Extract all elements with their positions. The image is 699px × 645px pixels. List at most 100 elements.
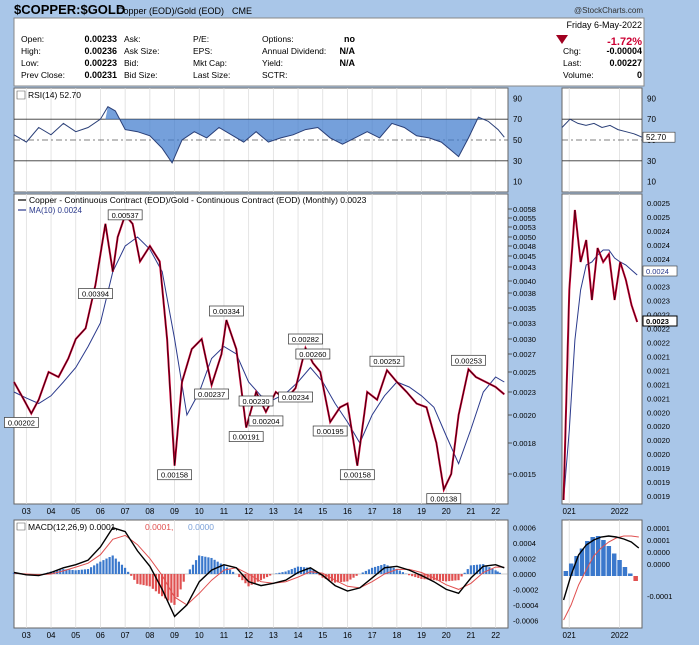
macd-histogram-bar: [136, 574, 139, 584]
x-tick-label: 05: [71, 507, 80, 516]
macd-tick-label: -0.0004: [513, 601, 538, 610]
macd-histogram-bar: [161, 574, 164, 597]
x-tick-label: 16: [343, 631, 352, 640]
side-price-tick: 0.0020: [647, 450, 670, 459]
side-macd-bar: [590, 537, 595, 576]
side-price-tick: 0.0022: [647, 339, 670, 348]
side-rsi-panel: [561, 87, 643, 193]
price-tick-label: 0.0058: [513, 205, 536, 214]
macd-histogram-bar: [389, 566, 392, 574]
macd-tick-label: -0.0002: [513, 585, 538, 594]
price-annotation-box: [295, 348, 331, 360]
macd-histogram-bar: [364, 570, 367, 574]
macd-histogram-bar: [401, 572, 405, 574]
quote-label: Chg:: [563, 46, 581, 56]
macd-histogram-bar: [173, 574, 176, 605]
side-price-tick: 0.0019: [647, 478, 670, 487]
macd-histogram-bar: [219, 563, 222, 574]
x-tick-label: 22: [491, 507, 500, 516]
quote-label: Bid Size:: [124, 70, 158, 80]
price-annotation: 0.00191: [233, 433, 260, 442]
quote-value: N/A: [340, 58, 356, 68]
macd-histogram-bar: [127, 571, 130, 574]
side-ma-last: 0.0024: [646, 267, 669, 276]
side-macd-line: [562, 535, 640, 601]
price-annotation-box: [228, 431, 264, 442]
macd-histogram-bar: [111, 555, 114, 574]
quote-label: Last:: [563, 58, 581, 68]
price-annotation: 0.00334: [213, 307, 240, 316]
quote-value: 0.00236: [84, 46, 117, 56]
price-annotation-box: [209, 305, 244, 317]
x-tick-label: 19: [417, 631, 426, 640]
macd-histogram-bar: [99, 561, 102, 574]
macd-histogram-bar: [12, 572, 15, 574]
x-tick-label: 06: [96, 507, 105, 516]
macd-histogram-bar: [176, 574, 179, 598]
x-tick-label: 06: [96, 631, 105, 640]
side-macd-bar: [574, 556, 579, 576]
price-tick-label: 0.0027: [513, 350, 536, 359]
price-tick-label: 0.0030: [513, 335, 536, 344]
macd-line: [13, 526, 505, 618]
macd-histogram-bar: [411, 574, 414, 577]
macd-legend-icon: [16, 522, 26, 531]
side-x-tick: 2022: [611, 507, 629, 516]
macd-histogram-bar: [361, 572, 364, 574]
macd-histogram-bar: [204, 556, 207, 574]
x-tick-label: 05: [71, 631, 80, 640]
macd-histogram-bar: [475, 564, 479, 574]
macd-histogram-bar: [426, 574, 429, 580]
macd-histogram-bar: [62, 569, 65, 574]
macd-histogram-bar: [198, 555, 201, 574]
side-price-tick: 0.0022: [647, 325, 670, 334]
macd-histogram-bar: [207, 557, 210, 574]
macd-histogram-bar: [309, 567, 312, 574]
quote-label: Volume:: [563, 70, 594, 80]
side-price-tick: 0.0021: [647, 394, 670, 403]
macd-histogram-bar: [83, 569, 87, 574]
rsi-overbought-fill: [105, 106, 484, 163]
macd-histogram-bar: [367, 569, 371, 574]
macd-histogram-bar: [188, 569, 191, 574]
quote-value: 0.00231: [84, 70, 117, 80]
x-tick-label: 12: [244, 507, 253, 516]
side-macd-bar: [611, 553, 617, 576]
macd-tick-label: 0.0002: [513, 555, 536, 564]
macd-histogram-bar: [408, 574, 411, 576]
macd-histogram-bar: [139, 574, 142, 585]
price-tick-label: 0.0023: [513, 388, 536, 397]
price-annotation: 0.00252: [373, 357, 400, 366]
price-tick-label: 0.0035: [513, 304, 536, 313]
rsi-line: [13, 106, 505, 164]
x-tick-label: 14: [294, 507, 303, 516]
side-rsi-tick: 10: [647, 178, 656, 187]
macd-histogram-bar: [414, 574, 417, 578]
x-tick-label: 22: [491, 631, 500, 640]
macd-histogram-bar: [250, 574, 253, 585]
macd-histogram-bar: [454, 574, 457, 581]
change-pct: -1.72%: [607, 36, 642, 48]
macd-histogram-bar: [494, 570, 497, 574]
side-price-tick: 0.0023: [647, 297, 670, 306]
price-line-bars: [13, 214, 505, 491]
macd-histogram-bar: [68, 569, 71, 574]
macd-histogram-bar: [108, 557, 111, 574]
macd-histogram-bar: [154, 574, 158, 592]
macd-histogram-bar: [290, 569, 293, 574]
side-x-tick: 021: [563, 631, 577, 640]
quote-label: EPS:: [193, 46, 212, 56]
x-tick-label: 13: [269, 631, 278, 640]
macd-histogram-bar: [167, 574, 170, 601]
x-tick-label: 14: [294, 631, 303, 640]
quote-value: no: [344, 34, 355, 44]
macd-histogram-bar: [346, 574, 349, 582]
macd-histogram-bar: [448, 574, 451, 582]
macd-histogram-bar: [170, 574, 173, 603]
macd-histogram-bar: [164, 574, 167, 599]
price-annotation-box: [238, 395, 274, 407]
side-ma-box: [642, 265, 678, 277]
macd-histogram-bar: [432, 574, 435, 581]
side-macd-tick: 0.0001: [647, 524, 670, 533]
